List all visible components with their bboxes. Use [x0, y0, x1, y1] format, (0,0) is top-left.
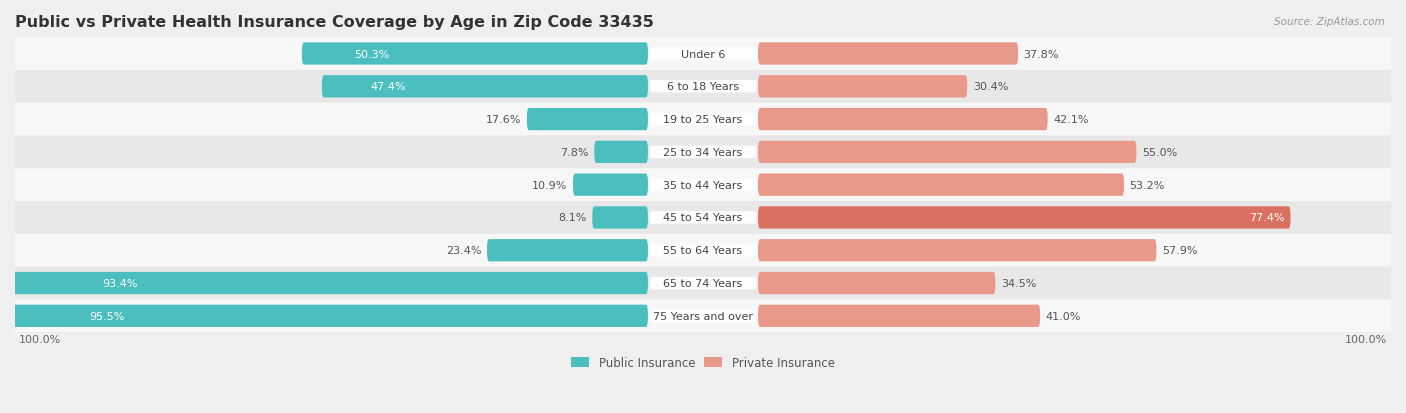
FancyBboxPatch shape: [650, 212, 756, 224]
FancyBboxPatch shape: [650, 146, 756, 159]
Text: 55.0%: 55.0%: [1142, 147, 1177, 157]
FancyBboxPatch shape: [15, 267, 1391, 300]
Text: Public vs Private Health Insurance Coverage by Age in Zip Code 33435: Public vs Private Health Insurance Cover…: [15, 15, 654, 30]
FancyBboxPatch shape: [758, 240, 1156, 262]
Text: 53.2%: 53.2%: [1129, 180, 1166, 190]
FancyBboxPatch shape: [758, 272, 995, 294]
Text: 6 to 18 Years: 6 to 18 Years: [666, 82, 740, 92]
FancyBboxPatch shape: [758, 305, 1040, 327]
Legend: Public Insurance, Private Insurance: Public Insurance, Private Insurance: [567, 351, 839, 374]
Text: 95.5%: 95.5%: [90, 311, 125, 321]
FancyBboxPatch shape: [15, 103, 1391, 136]
Text: 100.0%: 100.0%: [18, 334, 60, 344]
FancyBboxPatch shape: [650, 310, 756, 322]
FancyBboxPatch shape: [6, 272, 648, 294]
Text: 8.1%: 8.1%: [558, 213, 586, 223]
FancyBboxPatch shape: [758, 141, 1136, 164]
FancyBboxPatch shape: [0, 305, 648, 327]
Text: 34.5%: 34.5%: [1001, 278, 1036, 288]
Text: 37.8%: 37.8%: [1024, 50, 1059, 59]
FancyBboxPatch shape: [650, 81, 756, 93]
Text: 47.4%: 47.4%: [371, 82, 406, 92]
FancyBboxPatch shape: [758, 174, 1123, 196]
Text: 30.4%: 30.4%: [973, 82, 1008, 92]
Text: 41.0%: 41.0%: [1046, 311, 1081, 321]
FancyBboxPatch shape: [574, 174, 648, 196]
Text: 100.0%: 100.0%: [1346, 334, 1388, 344]
FancyBboxPatch shape: [15, 234, 1391, 267]
FancyBboxPatch shape: [650, 48, 756, 61]
Text: Under 6: Under 6: [681, 50, 725, 59]
Text: 45 to 54 Years: 45 to 54 Years: [664, 213, 742, 223]
Text: 42.1%: 42.1%: [1053, 115, 1088, 125]
FancyBboxPatch shape: [322, 76, 648, 98]
Text: 50.3%: 50.3%: [354, 50, 389, 59]
FancyBboxPatch shape: [758, 207, 1291, 229]
FancyBboxPatch shape: [650, 244, 756, 257]
Text: 35 to 44 Years: 35 to 44 Years: [664, 180, 742, 190]
FancyBboxPatch shape: [15, 300, 1391, 332]
FancyBboxPatch shape: [302, 43, 648, 66]
FancyBboxPatch shape: [758, 109, 1047, 131]
Text: 57.9%: 57.9%: [1161, 246, 1198, 256]
FancyBboxPatch shape: [15, 71, 1391, 103]
FancyBboxPatch shape: [15, 38, 1391, 71]
FancyBboxPatch shape: [15, 136, 1391, 169]
FancyBboxPatch shape: [650, 179, 756, 191]
FancyBboxPatch shape: [650, 114, 756, 126]
Text: Source: ZipAtlas.com: Source: ZipAtlas.com: [1274, 17, 1385, 26]
Text: 93.4%: 93.4%: [101, 278, 138, 288]
Text: 65 to 74 Years: 65 to 74 Years: [664, 278, 742, 288]
Text: 19 to 25 Years: 19 to 25 Years: [664, 115, 742, 125]
Text: 23.4%: 23.4%: [446, 246, 481, 256]
Text: 7.8%: 7.8%: [561, 147, 589, 157]
Text: 75 Years and over: 75 Years and over: [652, 311, 754, 321]
Text: 17.6%: 17.6%: [486, 115, 522, 125]
FancyBboxPatch shape: [758, 76, 967, 98]
FancyBboxPatch shape: [592, 207, 648, 229]
FancyBboxPatch shape: [15, 202, 1391, 234]
FancyBboxPatch shape: [650, 277, 756, 290]
FancyBboxPatch shape: [486, 240, 648, 262]
Text: 10.9%: 10.9%: [531, 180, 568, 190]
FancyBboxPatch shape: [758, 43, 1018, 66]
FancyBboxPatch shape: [527, 109, 648, 131]
Text: 55 to 64 Years: 55 to 64 Years: [664, 246, 742, 256]
Text: 25 to 34 Years: 25 to 34 Years: [664, 147, 742, 157]
FancyBboxPatch shape: [595, 141, 648, 164]
Text: 77.4%: 77.4%: [1250, 213, 1285, 223]
FancyBboxPatch shape: [15, 169, 1391, 202]
